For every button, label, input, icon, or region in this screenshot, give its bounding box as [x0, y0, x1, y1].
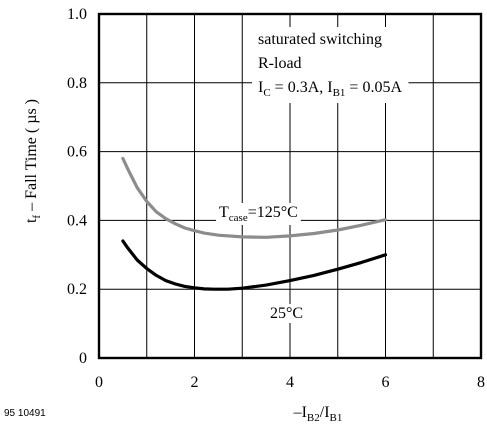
- label-backing: [216, 203, 301, 225]
- y-tick-label: 1.0: [67, 6, 87, 23]
- series-label-25c: 25°C: [270, 305, 303, 322]
- x-tick-label: 2: [191, 374, 199, 391]
- figure-id: 95 10491: [4, 408, 46, 419]
- condition-line-3: IC = 0.3A, IB1 = 0.05A: [258, 79, 402, 99]
- y-axis-label: tf – Fall Time ( µs ): [23, 99, 43, 223]
- x-tick-label: 6: [382, 374, 390, 391]
- series-line-125c: [121, 156, 388, 239]
- y-tick-label: 0.8: [67, 75, 87, 92]
- y-tick-label: 0: [79, 350, 87, 367]
- x-axis-label: –IB2/IB1: [293, 404, 343, 424]
- x-tick-label: 4: [286, 374, 294, 391]
- label-backing: [267, 304, 307, 323]
- series-label-125c: Tcase=125°C: [219, 204, 298, 224]
- plot-frame: [97, 12, 483, 360]
- series-curves: [121, 156, 388, 291]
- y-axis-label-main: t: [23, 218, 40, 223]
- y-tick-labels: 0 0.2 0.4 0.6 0.8 1.0: [67, 6, 87, 367]
- x-axis-label-sub1: B2: [307, 412, 320, 424]
- y-axis-label-rest: – Fall Time ( µs ): [23, 99, 40, 215]
- x-tick-label: 8: [477, 374, 485, 391]
- conditions-backing: [252, 27, 409, 103]
- y-tick-label: 0.4: [67, 212, 87, 229]
- ic-value: = 0.3A,: [271, 79, 328, 96]
- x-tick-labels: 0 2 4 6 8: [95, 374, 485, 391]
- x-tick-label: 0: [95, 374, 103, 391]
- y-axis-label-sub: f: [31, 215, 43, 219]
- x-axis-label-prefix: –I: [293, 404, 307, 421]
- ib1-subscript: B1: [333, 87, 346, 99]
- y-tick-label: 0.6: [67, 144, 87, 161]
- ic-subscript: C: [263, 87, 270, 99]
- x-axis-label-sub2: B1: [330, 412, 343, 424]
- series-label-125c-rest: =125°C: [248, 204, 298, 221]
- ib1-symbol: I: [327, 79, 332, 96]
- x-axis-label-mid: /I: [320, 404, 330, 421]
- series-label-125c-main: T: [219, 204, 229, 221]
- y-tick-label: 0.2: [67, 281, 87, 298]
- ic-symbol: I: [258, 79, 263, 96]
- condition-line-2: R-load: [258, 55, 302, 72]
- series-line-25c: [121, 239, 388, 291]
- condition-line-1: saturated switching: [258, 31, 382, 48]
- series-label-125c-sub: case: [229, 212, 248, 224]
- ib1-value: = 0.05A: [345, 79, 402, 96]
